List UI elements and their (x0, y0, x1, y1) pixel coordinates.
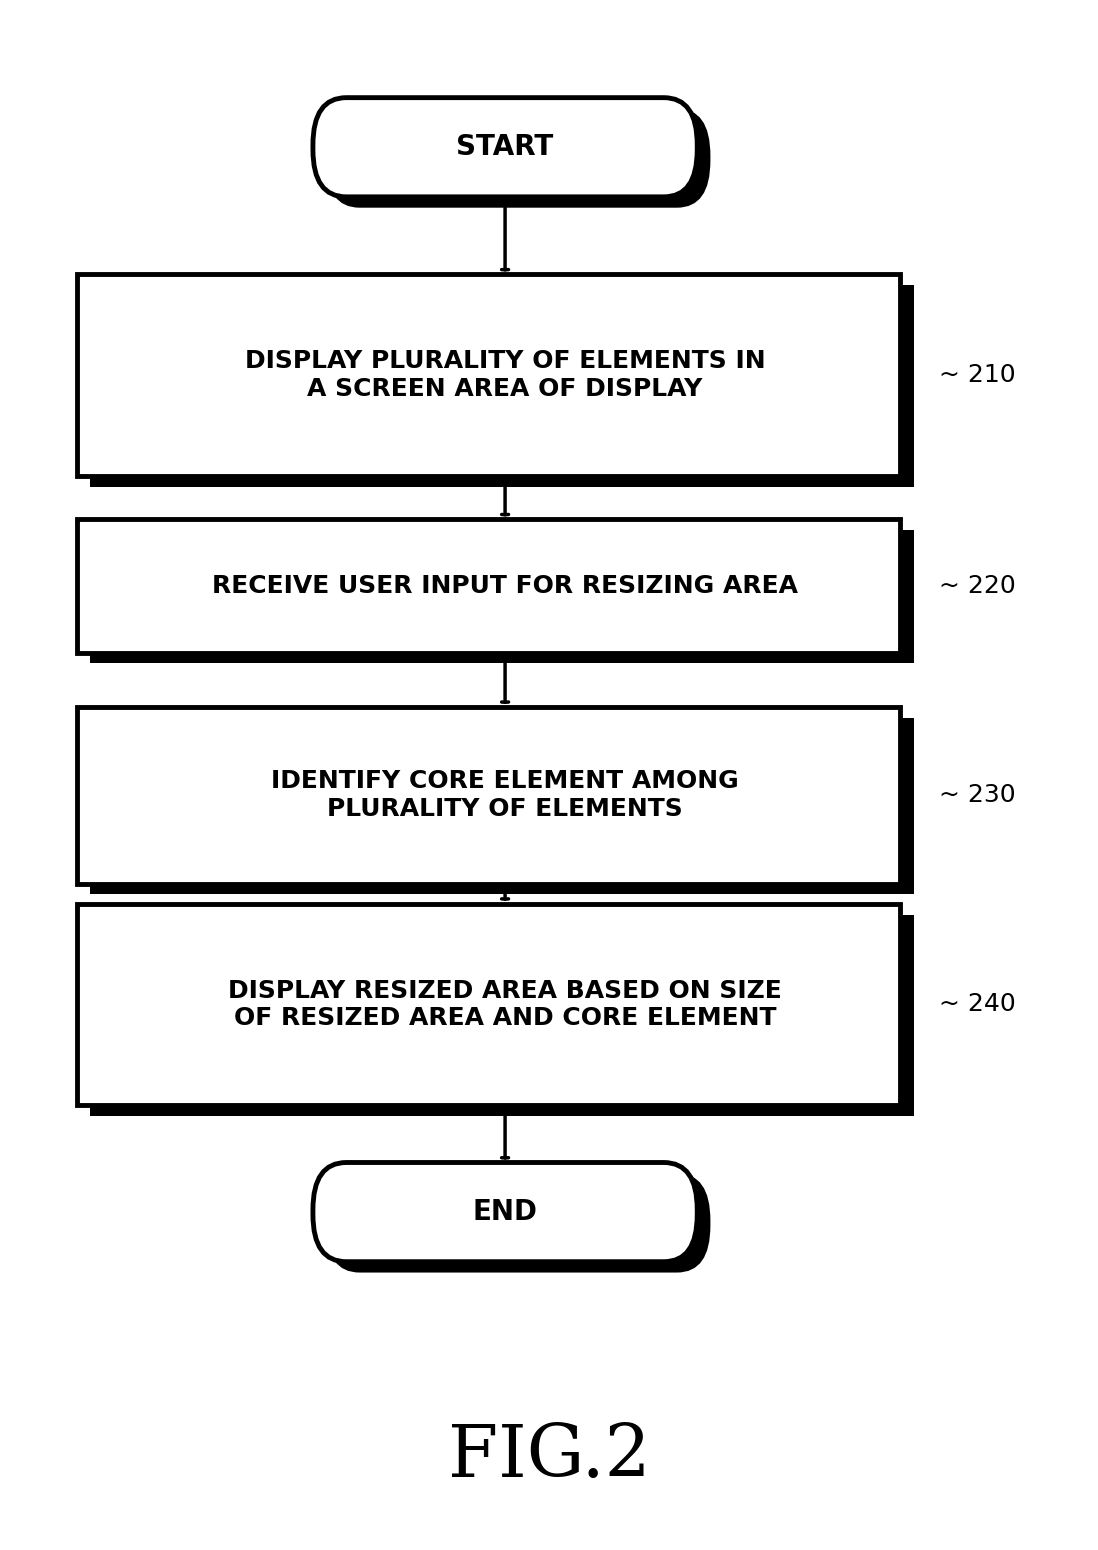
FancyBboxPatch shape (77, 274, 900, 476)
FancyBboxPatch shape (326, 109, 710, 208)
Text: ~ 240: ~ 240 (939, 992, 1016, 1017)
FancyBboxPatch shape (77, 707, 900, 884)
FancyBboxPatch shape (77, 519, 900, 653)
FancyBboxPatch shape (90, 530, 914, 663)
FancyBboxPatch shape (90, 718, 914, 894)
FancyBboxPatch shape (77, 904, 900, 1105)
Text: END: END (472, 1198, 538, 1226)
Text: DISPLAY RESIZED AREA BASED ON SIZE
OF RESIZED AREA AND CORE ELEMENT: DISPLAY RESIZED AREA BASED ON SIZE OF RE… (228, 978, 782, 1031)
Text: IDENTIFY CORE ELEMENT AMONG
PLURALITY OF ELEMENTS: IDENTIFY CORE ELEMENT AMONG PLURALITY OF… (271, 769, 739, 822)
Text: START: START (457, 133, 553, 161)
FancyBboxPatch shape (313, 1162, 697, 1262)
FancyBboxPatch shape (90, 914, 914, 1116)
Text: DISPLAY PLURALITY OF ELEMENTS IN
A SCREEN AREA OF DISPLAY: DISPLAY PLURALITY OF ELEMENTS IN A SCREE… (245, 349, 765, 401)
Text: RECEIVE USER INPUT FOR RESIZING AREA: RECEIVE USER INPUT FOR RESIZING AREA (212, 574, 798, 598)
Text: ~ 230: ~ 230 (939, 783, 1016, 808)
FancyBboxPatch shape (90, 285, 914, 487)
Text: FIG.2: FIG.2 (448, 1421, 650, 1493)
FancyBboxPatch shape (313, 98, 697, 197)
Text: ~ 220: ~ 220 (939, 574, 1016, 598)
FancyBboxPatch shape (326, 1173, 710, 1273)
Text: ~ 210: ~ 210 (939, 363, 1016, 388)
